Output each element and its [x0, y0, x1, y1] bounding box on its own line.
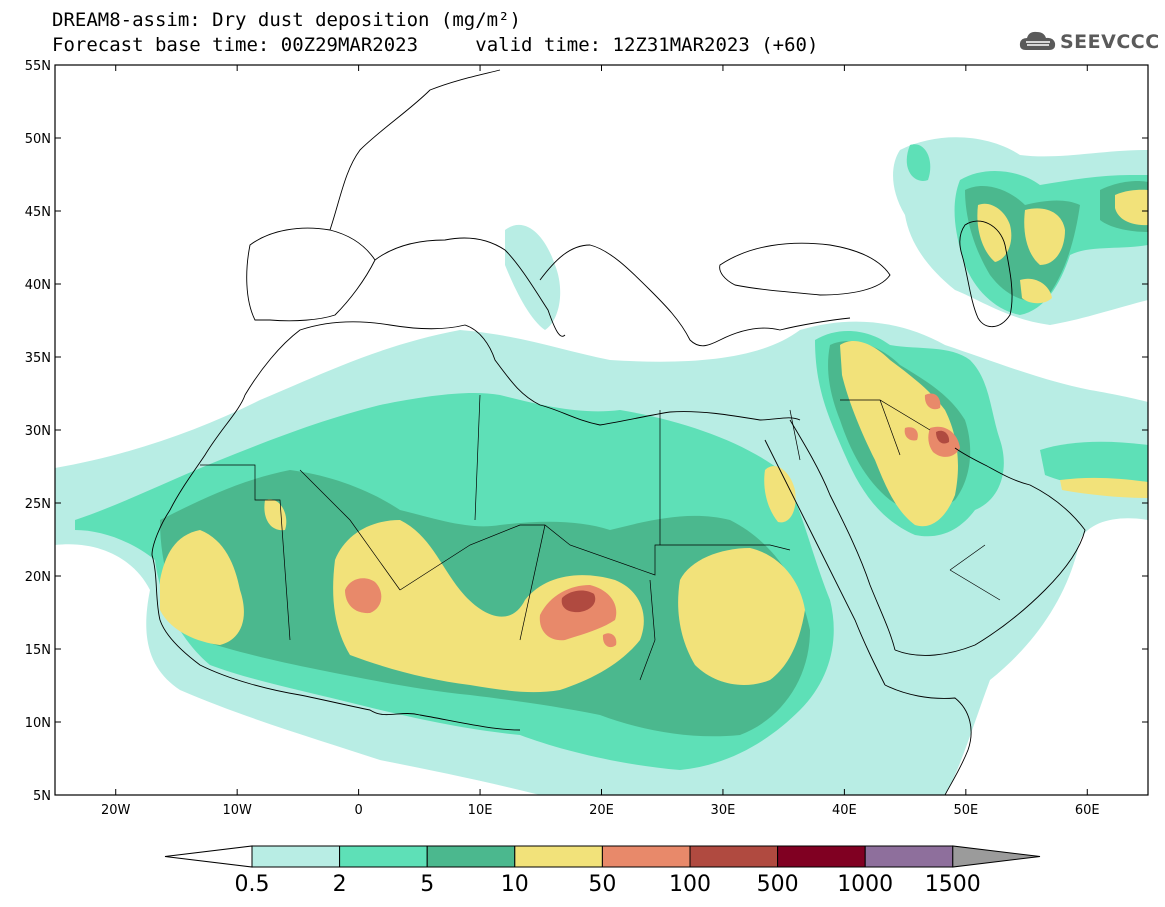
cloud-icon	[1019, 31, 1056, 50]
coastline-red-sea	[764, 419, 896, 686]
colorbar-high-arrow	[952, 845, 1041, 868]
colorbar-level-label: 2	[333, 872, 347, 897]
lat-label: 5N	[33, 789, 51, 804]
longitude-axis: 20W 10W 0 10E 20E 30E 40E 50E 60E	[101, 65, 1100, 818]
colorbar-box	[251, 845, 341, 868]
coastline-iberia	[246, 227, 376, 322]
lon-label: 20E	[589, 803, 614, 818]
lat-label: 15N	[25, 643, 51, 658]
lon-label: 50E	[953, 803, 978, 818]
colorbar-level-label: 500	[757, 872, 799, 897]
logo-text: SEEVCCC	[1060, 31, 1158, 53]
coastline-black-sea	[719, 242, 891, 296]
colorbar-level-label: 5	[420, 872, 434, 897]
colorbar-box	[601, 845, 691, 868]
colorbar-level-label: 1500	[925, 872, 981, 897]
coastline-horn-africa	[884, 684, 972, 795]
colorbar-level-label: 0.5	[235, 872, 270, 897]
colorbar-box	[514, 845, 603, 868]
lat-label: 45N	[25, 205, 51, 220]
colorbar-boxes	[164, 845, 1041, 868]
coastline-arabia	[894, 447, 1086, 656]
coastline-west-africa	[151, 394, 521, 731]
lon-label: 10E	[468, 803, 493, 818]
lat-label: 40N	[25, 278, 51, 293]
field-level-100	[561, 430, 950, 613]
boundaries	[151, 69, 1086, 795]
valid-time: valid time: 12Z31MAR2023 (+60)	[475, 34, 819, 56]
colorbar-box	[339, 845, 428, 868]
lat-label: 35N	[25, 351, 51, 366]
field-level-10	[160, 189, 1148, 693]
colorbar-level-label: 100	[669, 872, 711, 897]
lon-label: 10W	[222, 803, 252, 818]
border-lines	[200, 394, 1001, 681]
latitude-axis: 55N 50N 45N 40N 35N 30N 25N 20N 15N 10N 5N	[25, 59, 1148, 804]
forecast-base-time: Forecast base time: 00Z29MAR2023	[52, 34, 419, 56]
lon-label: 0	[354, 803, 362, 818]
colorbar-level-label: 1000	[837, 872, 893, 897]
lon-label: 30E	[711, 803, 736, 818]
colorbar-labels: 0.5 2 5 10 50 100 500 1000 1500	[235, 872, 981, 897]
lat-label: 25N	[25, 497, 51, 512]
lat-label: 30N	[25, 424, 51, 439]
colorbar-box	[689, 845, 779, 868]
lon-label: 20W	[101, 803, 131, 818]
lat-label: 20N	[25, 570, 51, 585]
colorbar-legend: 0.5 2 5 10 50 100 500 1000 1500	[164, 845, 1041, 897]
colorbar-box	[864, 845, 954, 868]
lon-label: 60E	[1075, 803, 1100, 818]
colorbar-level-label: 50	[588, 872, 616, 897]
colorbar-box	[777, 845, 866, 868]
lat-label: 55N	[25, 59, 51, 74]
lat-label: 50N	[25, 132, 51, 147]
map-title: DREAM8-assim: Dry dust deposition (mg/m²…	[52, 9, 521, 31]
lat-label: 10N	[25, 716, 51, 731]
seevccc-logo: SEEVCCC	[1019, 31, 1158, 53]
coastline-europe	[329, 69, 851, 347]
time-subtitle: Forecast base time: 00Z29MAR2023 valid t…	[52, 34, 818, 56]
coastline-caspian	[959, 220, 1013, 328]
coastline-north-africa	[244, 321, 801, 426]
lon-label: 40E	[832, 803, 857, 818]
colorbar-low-arrow	[164, 845, 253, 868]
dust-map: 55N 50N 45N 40N 35N 30N 25N 20N 15N 10N 5N 20W 10W 0…	[25, 59, 1149, 818]
colorbar-box	[426, 845, 516, 868]
colorbar-level-label: 10	[501, 872, 529, 897]
deposition-fields	[55, 137, 1148, 795]
